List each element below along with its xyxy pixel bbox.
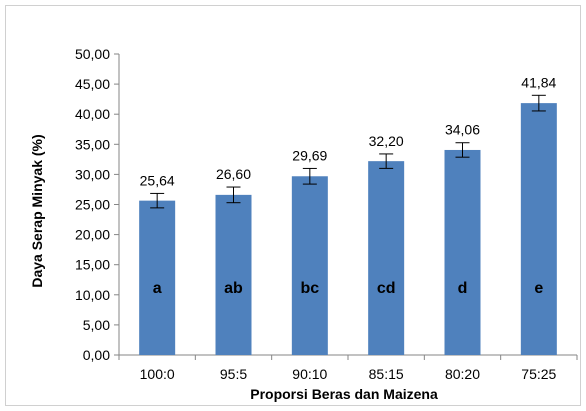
bar (291, 176, 328, 355)
y-tick-label: 15,00 (75, 257, 110, 273)
data-label: 29,69 (292, 147, 327, 163)
x-tick-label: 75:25 (521, 366, 556, 382)
x-axis: 100:0 95:5 90:10 85:15 80:20 75:25 (118, 354, 578, 382)
data-label: 26,60 (216, 166, 251, 182)
data-label: 25,64 (140, 172, 175, 188)
data-label: 32,20 (369, 133, 404, 149)
significance-letter: ab (224, 280, 243, 297)
bar (215, 194, 252, 355)
x-tick-label: 90:10 (292, 366, 327, 382)
bar (444, 149, 481, 355)
x-tick-label: 80:20 (445, 366, 480, 382)
y-tick-label: 35,00 (75, 136, 110, 152)
data-label: 34,06 (445, 122, 480, 138)
significance-letter: cd (377, 280, 396, 297)
y-tick-label: 30,00 (75, 166, 110, 182)
y-tick-label: 50,00 (75, 46, 110, 62)
bar (368, 161, 405, 355)
significance-letter: a (153, 280, 162, 297)
y-tick-label: 0,00 (83, 347, 110, 363)
bar (520, 103, 557, 355)
bar-chart: 0,00 5,00 10,00 15,00 20,00 25,00 30,00 35,00 40… (29, 46, 578, 402)
y-axis-title: Daya Serap Minyak (%) (29, 134, 45, 287)
x-tick-label: 100:0 (140, 366, 175, 382)
y-tick-label: 20,00 (75, 227, 110, 243)
bars: 25,64 a 26,60 ab 29,69 bc 32,20 cd 34,06 d 41,84 e (139, 74, 557, 355)
bar (139, 200, 176, 355)
x-tick-label: 85:15 (369, 366, 404, 382)
x-tick-label: 95:5 (220, 366, 247, 382)
significance-letter: e (534, 280, 543, 297)
x-axis-title: Proporsi Beras dan Maizena (250, 386, 438, 402)
y-tick-label: 5,00 (83, 317, 110, 333)
y-tick-label: 10,00 (75, 287, 110, 303)
chart-frame: 0,00 5,00 10,00 15,00 20,00 25,00 30,00 35,00 40… (5, 5, 581, 406)
significance-letter: d (458, 280, 468, 297)
y-tick-label: 40,00 (75, 106, 110, 122)
y-tick-label: 45,00 (75, 76, 110, 92)
y-axis: 0,00 5,00 10,00 15,00 20,00 25,00 30,00 35,00 40… (75, 46, 120, 363)
significance-letter: bc (300, 280, 319, 297)
data-label: 41,84 (521, 74, 556, 90)
y-tick-label: 25,00 (75, 197, 110, 213)
